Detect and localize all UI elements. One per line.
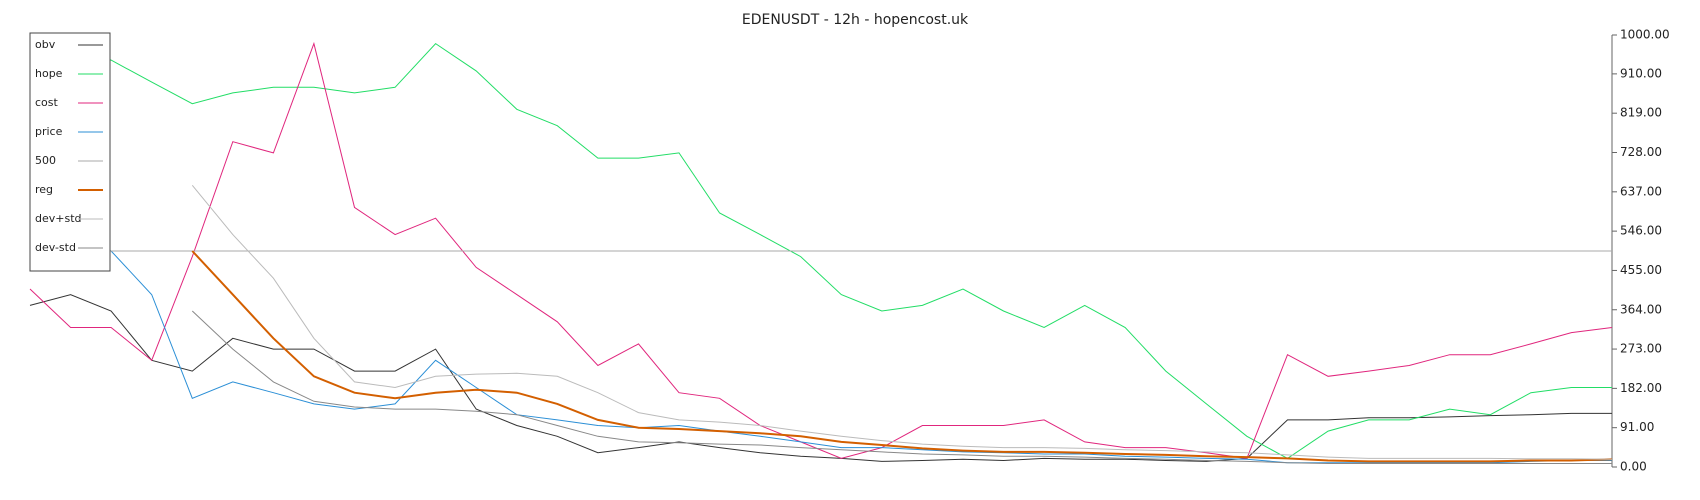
series-line — [191, 310, 1612, 464]
legend-label: dev-std — [35, 241, 76, 254]
legend-label: 500 — [35, 154, 56, 167]
legend-label: price — [35, 125, 63, 138]
y-tick-label: 364.00 — [1620, 302, 1662, 316]
series-line — [29, 294, 1612, 462]
series-line — [29, 38, 1612, 459]
y-tick-label: 182.00 — [1620, 381, 1662, 395]
legend-label: reg — [35, 183, 53, 196]
series-line — [29, 217, 1612, 464]
series-line — [29, 41, 1613, 459]
legend-label: obv — [35, 38, 56, 51]
y-tick-label: 0.00 — [1620, 460, 1647, 474]
y-tick-label: 273.00 — [1620, 342, 1662, 356]
series-line — [191, 250, 1613, 463]
y-tick-label: 1000.00 — [1620, 28, 1670, 42]
y-tick-label: 455.00 — [1620, 263, 1662, 277]
y-tick-label: 637.00 — [1620, 184, 1662, 198]
y-tick-label: 910.00 — [1620, 66, 1662, 80]
legend: obv hope cost price 500 reg dev+std dev-std — [29, 32, 111, 272]
series-line — [191, 184, 1613, 460]
y-tick-label: 546.00 — [1620, 224, 1662, 238]
legend-label: dev+std — [35, 212, 82, 225]
legend-label: hope — [35, 67, 63, 80]
legend-label: cost — [35, 96, 59, 109]
y-tick-label: 819.00 — [1620, 106, 1662, 120]
y-tick-label: 728.00 — [1620, 145, 1662, 159]
legend-box — [29, 32, 111, 272]
y-tick-label: 91.00 — [1620, 420, 1654, 434]
chart-title: EDENUSDT - 12h - hopencost.uk — [742, 12, 969, 28]
